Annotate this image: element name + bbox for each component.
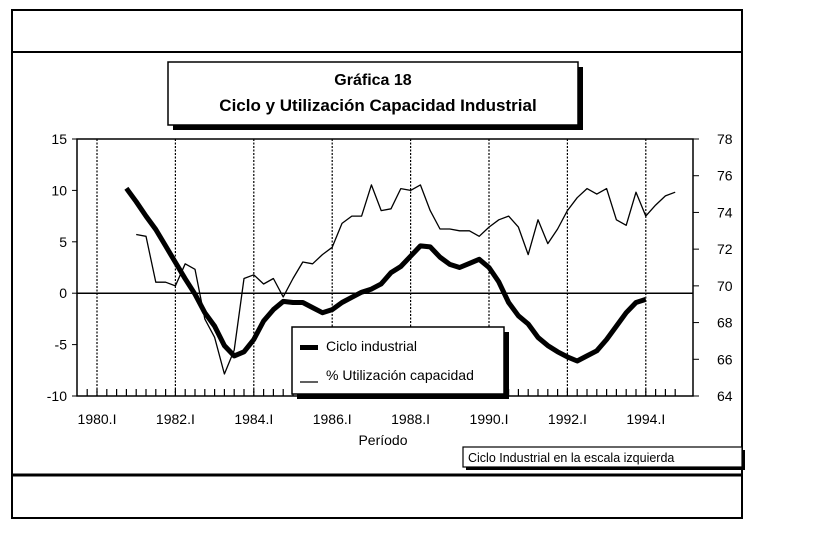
y-left-tick-label: -5 xyxy=(55,337,68,353)
outer-frame xyxy=(11,9,743,519)
y-right-tick-label: 68 xyxy=(717,315,733,331)
y-right-tick-label: 70 xyxy=(717,278,733,294)
y-right-tick-label: 66 xyxy=(717,351,733,367)
y-left-tick-label: 10 xyxy=(51,182,67,198)
legend: Ciclo industrial % Utilización capacidad xyxy=(291,326,509,399)
series-line-ciclo-industrial xyxy=(124,186,647,364)
x-tick-label: 1990.I xyxy=(470,411,509,427)
chart-subtitle: Ciclo y Utilización Capacidad Industrial xyxy=(219,96,536,115)
legend-label-ciclo: Ciclo industrial xyxy=(326,338,417,354)
y-right-tick-label: 64 xyxy=(717,388,733,404)
legend-swatch-ciclo xyxy=(300,345,318,350)
x-tick-label: 1980.I xyxy=(78,411,117,427)
plot-area: 1980.I 1982.I 1984.I 1986.I 1988.I 1990.I 1992… xyxy=(47,131,733,427)
x-axis-label: Período xyxy=(358,432,407,448)
x-tick-label: 1988.I xyxy=(391,411,430,427)
y-right-tick-label: 76 xyxy=(717,168,733,184)
x-tick-label: 1984.I xyxy=(234,411,273,427)
x-tick-label: 1992.I xyxy=(548,411,587,427)
y-left-tick-label: 5 xyxy=(59,234,67,250)
x-tick-label: 1986.I xyxy=(313,411,352,427)
y-left-tick-label: -10 xyxy=(47,388,67,404)
series-line-utilizacion-capacidad xyxy=(136,184,676,375)
y-left-tick-label: 15 xyxy=(51,131,67,147)
note-text: Ciclo Industrial en la escala izquierda xyxy=(468,451,674,465)
chart-title: Gráfica 18 xyxy=(334,72,411,89)
y-right-tick-label: 78 xyxy=(717,131,733,147)
y-right-tick-label: 72 xyxy=(717,241,733,257)
title-box: Gráfica 18 Ciclo y Utilización Capacidad… xyxy=(167,61,583,130)
y-right-tick-label: 74 xyxy=(717,204,733,220)
y-left-tick-label: 0 xyxy=(59,285,67,301)
legend-label-utilizacion: % Utilización capacidad xyxy=(326,367,474,383)
note-box: Ciclo Industrial en la escala izquierda xyxy=(462,446,745,470)
x-tick-label: 1994.I xyxy=(626,411,665,427)
x-tick-label: 1982.I xyxy=(156,411,195,427)
